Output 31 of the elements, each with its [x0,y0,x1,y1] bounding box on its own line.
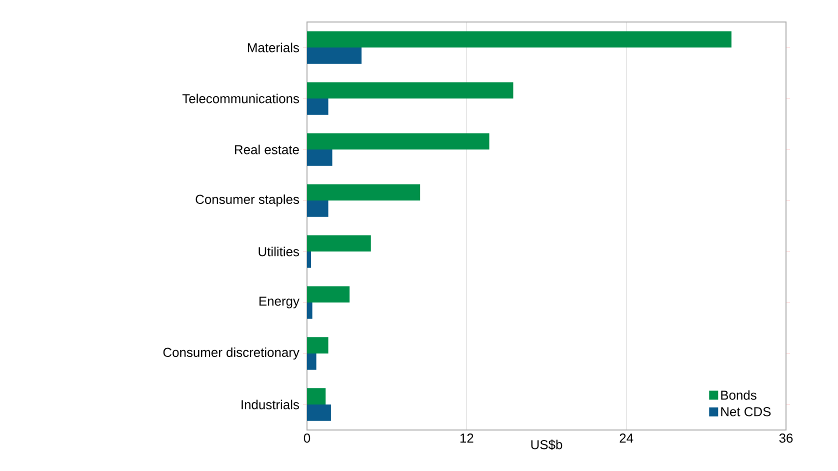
bar [307,98,328,115]
bar [307,184,420,201]
y-tick-label: Industrials [242,400,300,410]
bar [307,31,732,48]
y-tick-label: Real estate [235,144,299,154]
bar [307,354,316,370]
y-tick-label: Materials [248,42,300,52]
bar [307,337,328,354]
x-tick-label: 24 [620,434,634,443]
x-tick-label: 36 [779,434,793,443]
bar [307,82,514,99]
bar [307,133,490,150]
y-tick-label: Consumer discretionary [163,347,300,360]
bar [307,200,328,217]
bar [307,302,312,319]
bar [307,404,331,421]
bar [307,235,371,252]
x-tick-label: 12 [460,434,474,443]
x-axis-title: US$b [531,440,562,450]
legend-label: Bonds [721,390,756,400]
y-tick-label: Telecommunications [182,94,300,104]
bar [307,48,362,64]
bar [307,150,332,166]
bar [307,388,326,405]
bar [307,286,350,303]
y-tick-label: Energy [260,296,300,308]
y-tick-label: Utilities [258,246,300,256]
bar [307,252,311,268]
y-tick-label: Consumer staples [196,194,299,207]
legend-label: Net CDS [721,407,771,416]
x-tick-label: 0 [304,434,310,443]
